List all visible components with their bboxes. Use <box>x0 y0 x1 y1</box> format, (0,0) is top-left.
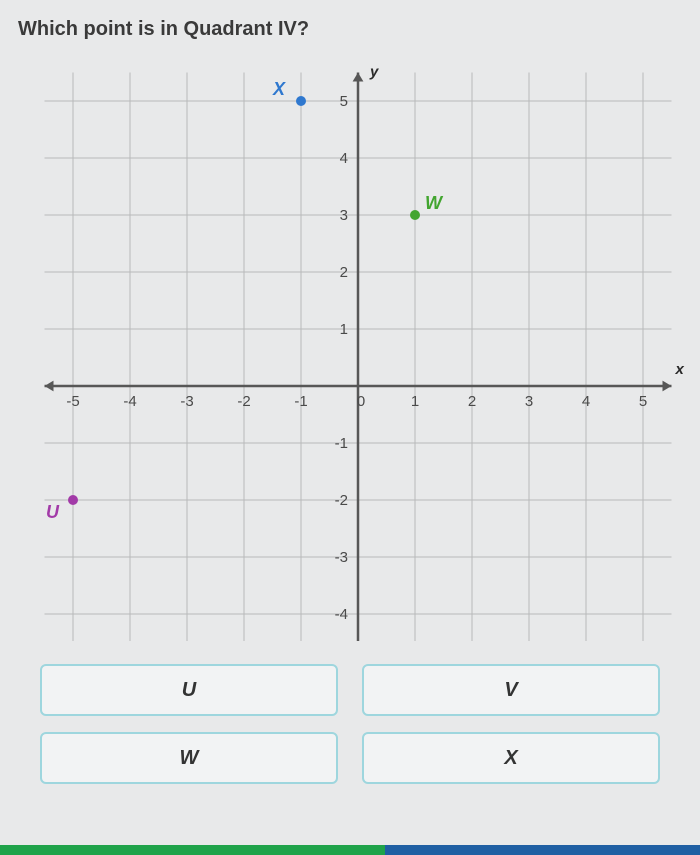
svg-text:W: W <box>425 193 444 213</box>
svg-text:-4: -4 <box>335 606 348 623</box>
svg-text:x: x <box>675 361 685 378</box>
answer-option-x[interactable]: X <box>362 732 660 784</box>
svg-text:-3: -3 <box>335 549 348 566</box>
answer-option-w[interactable]: W <box>40 732 338 784</box>
svg-text:U: U <box>46 502 60 522</box>
answer-option-u[interactable]: U <box>40 664 338 716</box>
coordinate-plane: -5-4-3-2-1012345-5-4-3-2-112345xyXWUV <box>0 51 700 646</box>
svg-text:2: 2 <box>340 264 348 281</box>
answer-option-v[interactable]: V <box>362 664 660 716</box>
svg-text:5: 5 <box>340 93 348 110</box>
svg-text:1: 1 <box>411 393 419 410</box>
coordinate-plane-svg: -5-4-3-2-1012345-5-4-3-2-112345xyXWUV <box>0 51 700 641</box>
question-text: Which point is in Quadrant IV? <box>0 0 700 51</box>
svg-text:5: 5 <box>639 393 647 410</box>
svg-text:4: 4 <box>582 393 590 410</box>
svg-text:-2: -2 <box>335 492 348 509</box>
svg-text:2: 2 <box>468 393 476 410</box>
svg-text:-4: -4 <box>123 393 136 410</box>
svg-text:y: y <box>369 64 379 81</box>
svg-text:3: 3 <box>525 393 533 410</box>
answer-grid: U V W X <box>0 646 700 798</box>
svg-text:4: 4 <box>340 150 348 167</box>
svg-text:-1: -1 <box>335 435 348 452</box>
svg-text:1: 1 <box>340 321 348 338</box>
svg-text:-2: -2 <box>237 393 250 410</box>
svg-text:0: 0 <box>357 393 365 410</box>
progress-bar <box>0 845 700 855</box>
svg-text:-1: -1 <box>294 393 307 410</box>
svg-text:X: X <box>272 79 286 99</box>
svg-text:-3: -3 <box>180 393 193 410</box>
svg-text:-5: -5 <box>66 393 79 410</box>
svg-text:3: 3 <box>340 207 348 224</box>
